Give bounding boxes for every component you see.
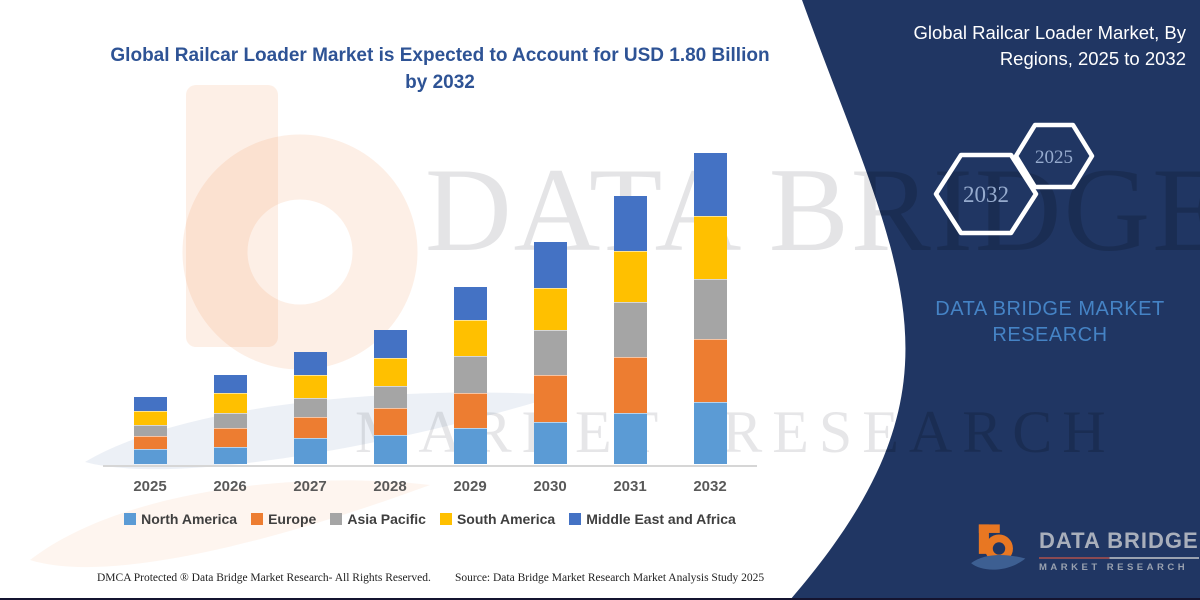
bar-segment [293,352,327,375]
legend-swatch-icon [569,513,582,525]
legend-label: Asia Pacific [347,511,426,527]
bar-segment [693,339,727,403]
bar-segment [293,374,327,399]
bar-segment [373,330,407,358]
bar-2027 [293,352,327,464]
bar-2031 [613,196,647,464]
bar-segment [373,435,407,464]
x-axis-label: 2029 [453,478,487,495]
x-axis-label: 2030 [533,478,567,495]
bar-2032 [693,152,727,464]
bar-segment [533,329,567,375]
legend: North America Europe Asia Pacific South Ame… [95,511,765,527]
bar-2028 [373,330,407,464]
legend-label: Middle East and Africa [586,511,736,527]
legend-item-south-america: South America [439,511,556,527]
bar-2025 [133,397,167,464]
bar-segment [613,251,647,303]
legend-swatch-icon [251,513,264,525]
bar-segment [693,152,727,216]
dmca-footer-text: DMCA Protected ® Data Bridge Market Rese… [97,572,431,584]
bar-segment [133,397,167,411]
bar-segment [693,279,727,340]
bar-segment [293,416,327,439]
bar-segment [613,302,647,358]
bar-segment [213,374,247,393]
legend-item-middle-east-and-africa: Middle East and Africa [569,511,736,527]
bar-segment [533,421,567,464]
bar-segment [373,386,407,409]
source-footer-text: Source: Data Bridge Market Research Mark… [455,572,765,584]
bar-segment [293,398,327,417]
bar-segment [133,424,167,437]
bar-segment [213,447,247,464]
x-axis-label: 2027 [293,478,327,495]
bar-segment [453,286,487,321]
bar-2026 [213,374,247,464]
bar-segment [533,287,567,330]
bar-segment [453,392,487,429]
bar-segment [613,413,647,464]
x-axis-label: 2031 [613,478,647,495]
x-axis-label: 2026 [213,478,247,495]
legend-swatch-icon [330,513,343,525]
x-axis-label: 2032 [693,478,727,495]
bar-segment [453,320,487,356]
x-axis-label: 2025 [133,478,167,495]
bar-segment [293,438,327,464]
bar-segment [533,241,567,288]
legend-label: North America [141,511,238,527]
bar-segment [693,215,727,280]
bar-2029 [453,286,487,464]
legend-item-europe: Europe [251,511,316,527]
bar-segment [373,408,407,436]
bar-segment [453,355,487,393]
bar-segment [533,374,567,422]
legend-item-north-america: North America [124,511,237,527]
bar-segment [693,402,727,464]
bar-segment [613,196,647,252]
chart-title: Global Railcar Loader Market is Expected… [110,45,770,93]
legend-label: Europe [268,511,317,527]
legend-item-asia-pacific: Asia Pacific [330,511,426,527]
bar-segment [453,428,487,464]
bar-segment [373,357,407,387]
legend-swatch-icon [439,513,452,525]
bar-segment [133,436,167,449]
bar-2030 [533,241,567,464]
x-axis-label: 2028 [373,478,407,495]
bar-segment [213,412,247,428]
legend-swatch-icon [124,513,137,525]
bar-segment [613,357,647,413]
x-axis-line [103,465,757,467]
bar-segment [133,410,167,425]
bar-segment [213,392,247,413]
bar-segment [213,428,247,447]
bar-segment [133,448,167,464]
legend-label: South America [456,511,556,527]
